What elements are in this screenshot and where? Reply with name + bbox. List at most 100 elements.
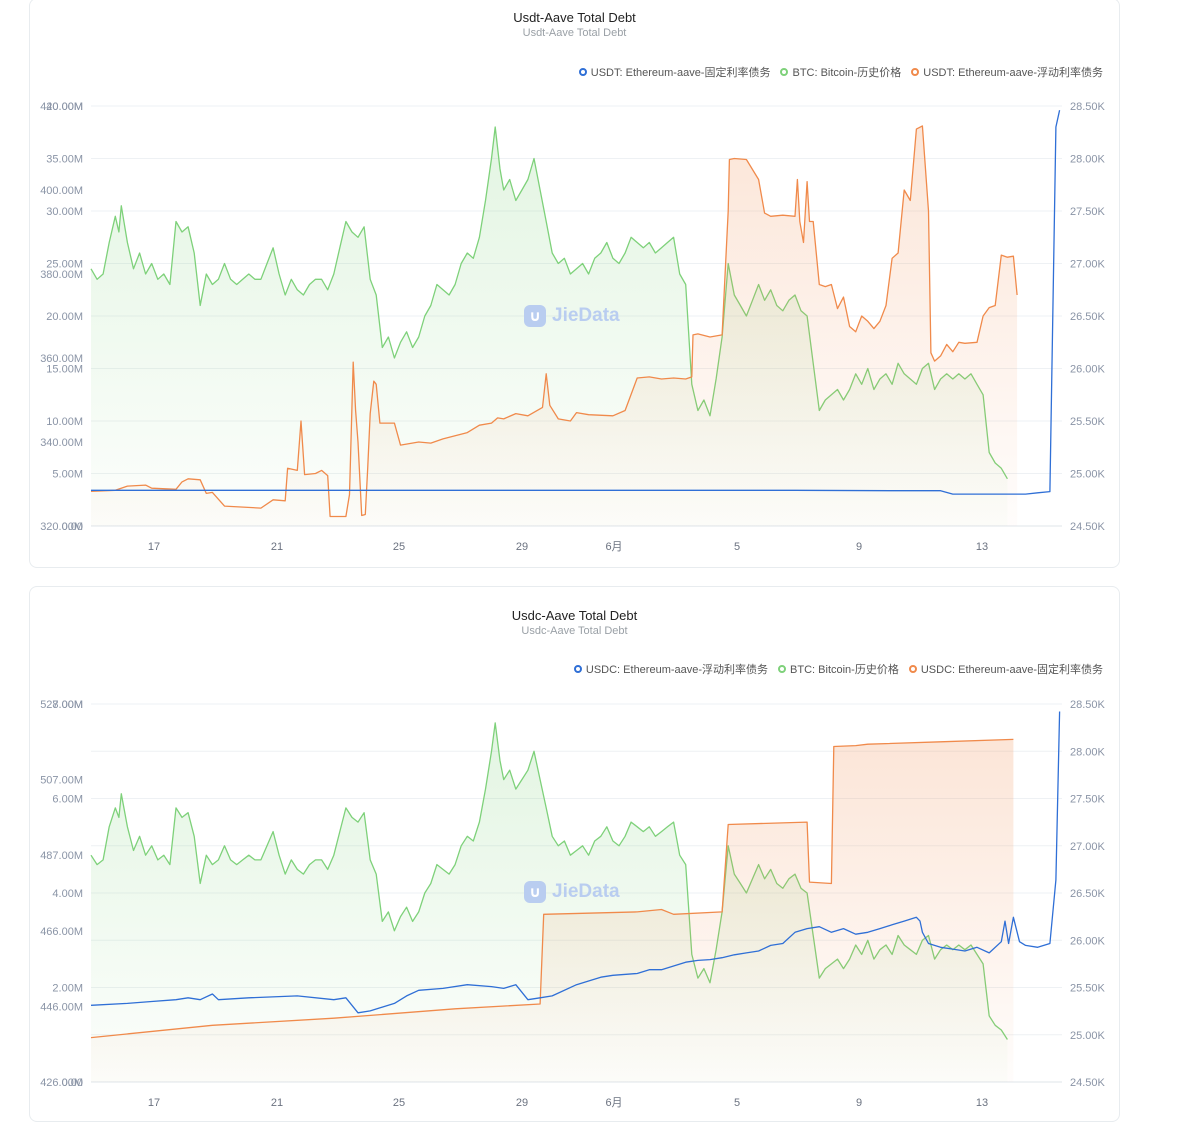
- x-axis-tick: 13: [976, 541, 988, 553]
- left-axis-tick: 487.00M: [40, 850, 83, 862]
- legend-marker-icon: [911, 68, 920, 76]
- x-axis-tick: 21: [271, 1097, 283, 1109]
- left-axis-tick: 35.00M: [46, 154, 83, 166]
- watermark: ∪ JieData: [524, 881, 620, 903]
- left-axis-tick: 400.00M: [40, 185, 83, 197]
- legend-label: BTC: Bitcoin-历史价格: [790, 664, 899, 676]
- x-axis-tick: 9: [856, 1097, 862, 1109]
- right-axis-tick: 26.00K: [1070, 364, 1106, 376]
- right-axis-tick: 25.50K: [1070, 983, 1106, 995]
- legend-marker-icon: [778, 665, 787, 673]
- right-axis-tick: 27.00K: [1070, 841, 1106, 853]
- right-axis-tick: 27.00K: [1070, 259, 1106, 271]
- watermark-text: JieData: [552, 305, 620, 326]
- chart-title: Usdc-Aave Total Debt: [511, 608, 638, 623]
- left-axis-tick: 0.00: [62, 1077, 83, 1089]
- legend-marker-icon: [908, 665, 917, 673]
- chart-subtitle: Usdt-Aave Total Debt: [522, 27, 627, 39]
- right-axis-tick: 24.50K: [1070, 1077, 1106, 1089]
- series-area: [91, 739, 1014, 1082]
- legend-item-usdc-fixed[interactable]: USDC: Ethereum-aave-固定利率债务: [908, 661, 1103, 677]
- left-axis-tick: 340.00M: [40, 437, 83, 449]
- x-axis-tick: 29: [516, 1097, 528, 1109]
- legend-item-usdc-variable[interactable]: USDC: Ethereum-aave-浮动利率债务: [573, 661, 769, 677]
- left-axis-tick: 6.00M: [52, 794, 83, 806]
- legend-marker-icon: [780, 68, 789, 76]
- right-axis-tick: 28.50K: [1070, 699, 1106, 711]
- legend-label: BTC: Bitcoin-历史价格: [792, 67, 902, 79]
- legend-label: USDT: Ethereum-aave-浮动利率债务: [923, 67, 1103, 79]
- series-line[interactable]: [91, 110, 1061, 495]
- legend-item-usdt-variable[interactable]: USDT: Ethereum-aave-浮动利率债务: [911, 64, 1103, 80]
- left-axis-tick: 30.00M: [46, 206, 83, 218]
- left-axis-tick: 10.00M: [46, 416, 83, 428]
- chart-card-usdc: Usdc-Aave Total Debt Usdc-Aave Total Deb…: [29, 586, 1120, 1122]
- left-axis-tick: 20.00M: [46, 311, 83, 323]
- right-axis-tick: 28.00K: [1070, 154, 1106, 166]
- x-axis-tick: 25: [393, 1097, 405, 1109]
- left-axis-tick: 4.00M: [52, 888, 83, 900]
- x-axis-tick: 29: [516, 541, 528, 553]
- series-line[interactable]: [90, 125, 1018, 518]
- x-axis-tick: 17: [148, 1097, 160, 1109]
- chart-plot-area: 24.50K 25.00K 25.50K 26.00K 26.50K 27.00K 27.5…: [40, 101, 1106, 553]
- right-axis-tick: 26.50K: [1070, 888, 1106, 900]
- series-line[interactable]: [90, 711, 1061, 1014]
- x-axis-tick: 13: [976, 1097, 988, 1109]
- x-axis-tick: 17: [148, 541, 160, 553]
- right-axis-tick: 28.00K: [1070, 746, 1106, 758]
- left-axis-tick: 380.00M: [40, 269, 83, 281]
- watermark: ∪ JieData: [524, 305, 620, 327]
- x-axis-tick: 5: [734, 541, 740, 553]
- chart-title: Usdt-Aave Total Debt: [513, 10, 636, 25]
- series-line[interactable]: [90, 738, 1014, 1039]
- left-axis-tick: 25.00M: [46, 259, 83, 271]
- jiedata-logo-icon: ∪: [524, 305, 546, 327]
- legend-label: USDC: Ethereum-aave-固定利率债务: [920, 664, 1103, 676]
- right-axis-tick: 28.50K: [1070, 101, 1106, 113]
- chart-subtitle: Usdc-Aave Total Debt: [521, 625, 628, 637]
- left-axis-tick: 0.00: [62, 521, 83, 533]
- left-axis-tick: 527.00M: [40, 699, 83, 711]
- right-axis-tick: 26.50K: [1070, 311, 1106, 323]
- right-axis-tick: 26.00K: [1070, 935, 1106, 947]
- x-axis-tick: 25: [393, 541, 405, 553]
- legend-item-btc-price[interactable]: BTC: Bitcoin-历史价格: [780, 64, 901, 80]
- left-axis-tick: 426.00M: [40, 1077, 83, 1089]
- x-axis-tick: 6月: [605, 1097, 622, 1109]
- series-area: [91, 125, 1018, 527]
- legend-label: USDT: Ethereum-aave-固定利率债务: [590, 67, 771, 79]
- legend-marker-icon: [573, 665, 582, 673]
- chart-plot-area: 24.50K 25.00K 25.50K 26.00K 26.50K 27.00K 27.5…: [40, 699, 1106, 1109]
- jiedata-logo-icon: ∪: [524, 881, 546, 903]
- left-axis-tick: 15.00M: [46, 364, 83, 376]
- right-axis-tick: 24.50K: [1070, 521, 1106, 533]
- left-axis-tick: 40.00M: [46, 101, 83, 113]
- x-axis-tick: 5: [734, 1097, 740, 1109]
- legend-item-btc-price[interactable]: BTC: Bitcoin-历史价格: [778, 661, 899, 677]
- right-axis-tick: 25.00K: [1070, 1030, 1106, 1042]
- x-axis-tick: 21: [271, 541, 283, 553]
- watermark-text: JieData: [552, 881, 620, 902]
- left-axis-tick: 360.00M: [40, 353, 83, 365]
- left-axis-tick: 5.00M: [52, 469, 83, 481]
- right-axis-tick: 25.50K: [1070, 416, 1106, 428]
- left-axis-tick: 466.00M: [40, 926, 83, 938]
- left-axis-tick: 420.00M: [40, 101, 83, 113]
- x-axis-tick: 9: [856, 541, 862, 553]
- right-axis-tick: 25.00K: [1070, 469, 1106, 481]
- left-axis-tick: 446.00M: [40, 1001, 83, 1013]
- left-axis-tick: 507.00M: [40, 775, 83, 787]
- chart-legend: USDC: Ethereum-aave-浮动利率债务 BTC: Bitcoin-…: [573, 661, 1103, 677]
- legend-label: USDC: Ethereum-aave-浮动利率债务: [585, 664, 769, 676]
- legend-item-usdt-fixed[interactable]: USDT: Ethereum-aave-固定利率债务: [578, 64, 771, 80]
- left-axis-tick: 2.00M: [52, 983, 83, 995]
- chart-card-usdt: Usdt-Aave Total Debt Usdt-Aave Total Deb…: [29, 0, 1120, 568]
- right-axis-tick: 27.50K: [1070, 794, 1106, 806]
- chart-legend: USDT: Ethereum-aave-固定利率债务 BTC: Bitcoin-…: [578, 64, 1103, 80]
- left-axis-tick: 8.00M: [52, 699, 83, 711]
- x-axis-tick: 6月: [605, 541, 622, 553]
- right-axis-tick: 27.50K: [1070, 206, 1106, 218]
- legend-marker-icon: [578, 68, 587, 76]
- left-axis-tick: 320.00M: [40, 521, 83, 533]
